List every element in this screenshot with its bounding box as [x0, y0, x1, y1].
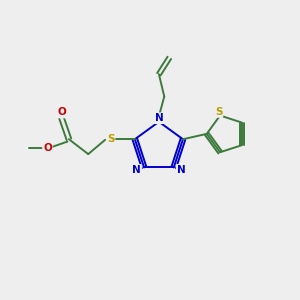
Text: N: N [177, 165, 185, 175]
Text: O: O [43, 142, 52, 152]
Text: N: N [154, 113, 163, 123]
Text: O: O [57, 107, 66, 118]
Text: S: S [107, 134, 114, 144]
Text: N: N [132, 165, 141, 175]
Text: S: S [215, 107, 222, 117]
